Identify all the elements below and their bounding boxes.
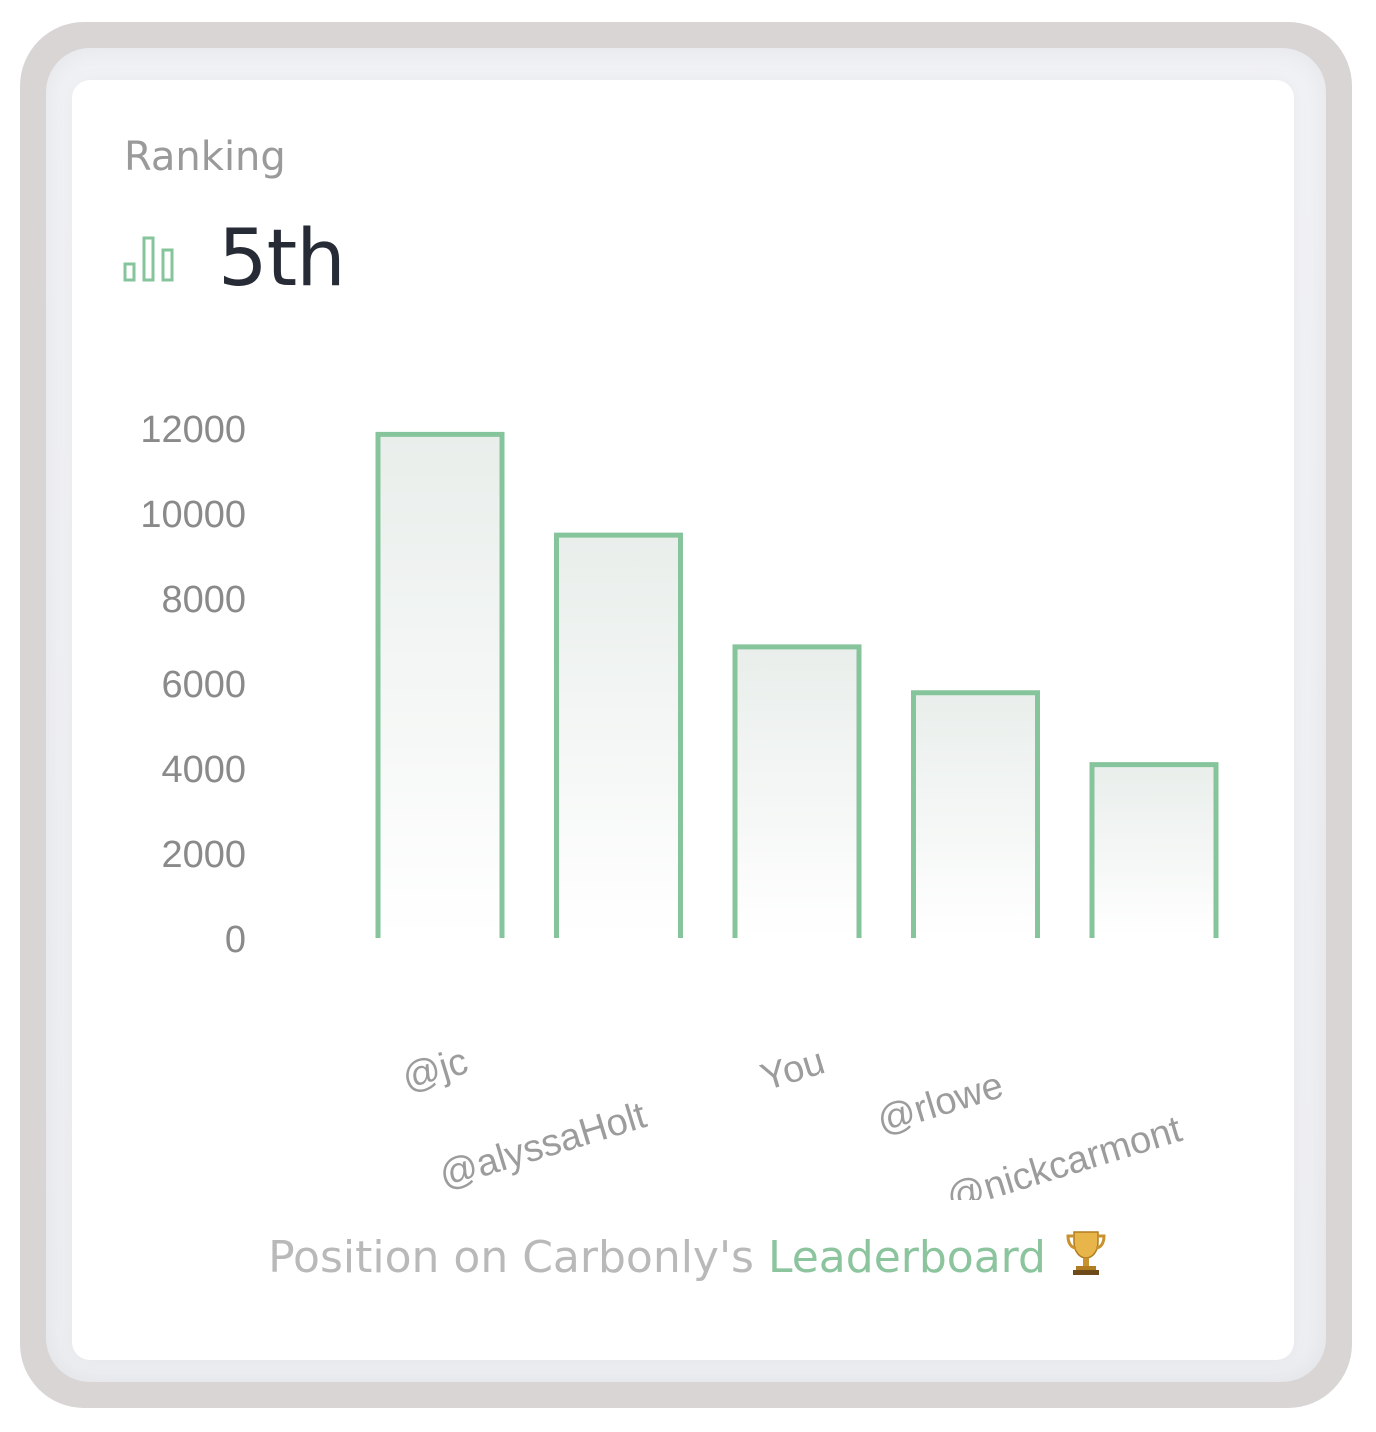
bar-fill xyxy=(378,434,502,938)
bar-fill xyxy=(556,535,681,938)
x-tick-label: @rlowe xyxy=(872,1064,1008,1142)
y-tick-label: 2000 xyxy=(161,834,246,876)
bar-fill xyxy=(1092,764,1216,938)
x-tick-label: @jc xyxy=(397,1040,472,1099)
ranking-label: Ranking xyxy=(124,134,286,180)
footer-prefix: Position on Carbonly's xyxy=(268,1232,768,1283)
bar-fill xyxy=(735,646,859,938)
y-tick-label: 0 xyxy=(225,919,246,961)
footer-caption: Position on Carbonly's Leaderboard xyxy=(0,1228,1376,1287)
y-tick-label: 10000 xyxy=(140,494,246,536)
y-tick-label: 12000 xyxy=(140,409,246,451)
leaderboard-link[interactable]: Leaderboard xyxy=(767,1232,1046,1283)
y-tick-label: 4000 xyxy=(161,749,246,791)
rank-value: 5th xyxy=(218,214,346,304)
y-tick-label: 8000 xyxy=(161,579,246,621)
bar[interactable] xyxy=(554,532,683,938)
bar[interactable] xyxy=(1089,762,1219,938)
x-tick-label: @nickcarmont xyxy=(942,1108,1187,1200)
y-tick-label: 6000 xyxy=(161,664,246,706)
bar[interactable] xyxy=(375,431,505,938)
leaderboard-chart: 0 2000 4000 6000 8000 10000 12000 @jc@alyssaHo… xyxy=(140,409,1219,1200)
bar-fill xyxy=(913,692,1038,938)
bar[interactable] xyxy=(732,644,862,938)
x-tick-label: @alyssaHolt xyxy=(434,1094,651,1197)
x-tick-label: You xyxy=(756,1040,830,1099)
bar[interactable] xyxy=(911,690,1040,938)
bar-chart-icon xyxy=(123,236,174,282)
trophy-icon xyxy=(1064,1228,1108,1287)
